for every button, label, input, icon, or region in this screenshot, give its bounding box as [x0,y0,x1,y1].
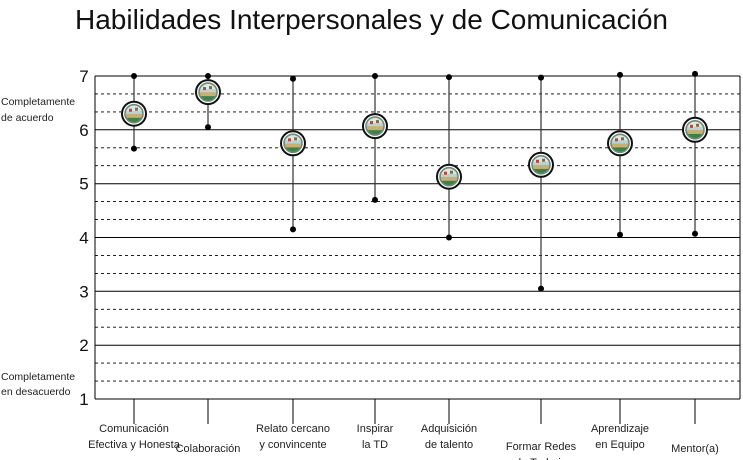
min-point [446,234,452,241]
max-point [372,73,378,79]
y-tick-label: 7 [79,67,88,86]
x-category-label: Relato cercano [256,423,330,435]
circular-badge-icon [362,113,388,140]
y-tick-label: 5 [79,175,88,194]
y-anchor-label-bottom: en desacuerdo [1,386,71,398]
x-category-label: de talento [425,439,473,451]
max-point [205,73,211,79]
y-anchor-label-top: de acuerdo [1,112,54,124]
grid-lines [94,75,741,424]
y-anchor-label-top: Completamente [1,96,75,108]
x-category-label: Comunicación [99,423,169,435]
x-category-label: Efectiva y Honesta [88,439,181,451]
max-point [692,70,698,77]
circular-badge-icon [436,163,462,190]
x-category-label: Adquisición [421,423,477,435]
min-point [372,196,378,203]
chart-title: Habilidades Interpersonales y de Comunic… [74,4,668,35]
y-axis-anchor-labels: Completamente de acuerdo Completamente en d… [1,96,75,398]
circular-badge-icon [528,151,554,178]
circular-badge-icon [682,116,708,143]
min-point [692,230,698,237]
x-category-label: Formar Redes [506,441,577,453]
range-lines [121,70,708,292]
circular-badge-icon [121,100,147,127]
min-point [205,124,211,131]
min-point [290,226,296,233]
x-category-label: la TD [362,439,388,451]
y-tick-label: 6 [79,121,88,140]
y-tick-label: 1 [79,390,88,409]
circular-badge-icon [607,130,633,157]
min-point [617,231,623,238]
y-anchor-label-bottom: Completamente [1,371,75,383]
max-point [131,73,137,79]
x-category-label: Mentor(a) [671,443,719,455]
max-point [617,71,623,78]
y-tick-label: 3 [79,282,88,301]
max-point [290,75,296,82]
min-point [538,285,544,292]
x-category-label: Aprendizaje [591,423,649,435]
min-point [131,145,137,152]
max-point [538,74,544,81]
x-category-label: Colaboración [176,443,241,455]
circular-badge-icon [280,130,306,157]
x-axis-labels: Comunicación Efectiva y HonestaColaboraci… [88,423,719,460]
x-category-label: de Trabajo [515,457,567,460]
x-category-label: y convincente [259,439,326,451]
circular-badge-icon [195,79,221,106]
y-tick-label: 2 [79,336,88,355]
x-category-label: en Equipo [595,439,645,451]
max-point [446,74,452,81]
y-axis-ticks: 1 2 3 4 5 6 7 [79,67,88,409]
x-category-label: Inspirar [357,423,394,435]
y-tick-label: 4 [79,229,88,248]
